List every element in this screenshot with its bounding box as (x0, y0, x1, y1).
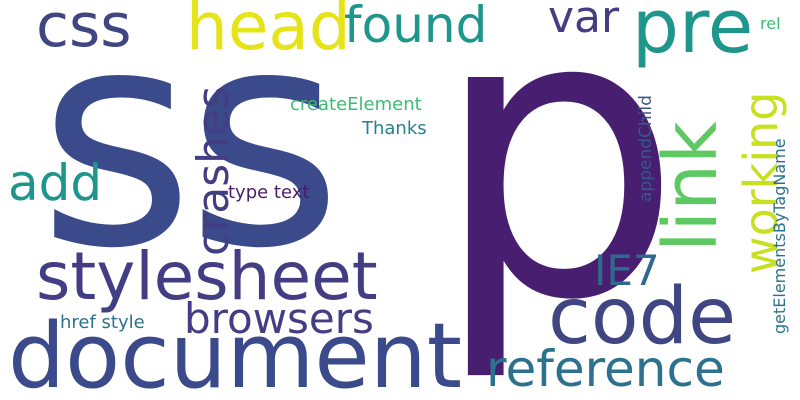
word-type-text: type text (228, 182, 310, 203)
word-ie7: IE7 (594, 246, 660, 295)
word-getelementsbytagname: getElementsByTagName (770, 138, 789, 334)
word-thanks: Thanks (362, 118, 427, 139)
word-document: document (8, 304, 463, 400)
word-rel: rel (760, 14, 781, 33)
word-css: css (36, 0, 132, 61)
word-createelement: createElement (290, 94, 422, 115)
word-appendchild: appendChild (636, 95, 656, 202)
word-browsers: browsers (184, 294, 374, 343)
word-p: p (432, 0, 683, 387)
word-stylesheet: stylesheet (36, 238, 378, 315)
word-pre: pre (632, 0, 754, 70)
word-head: head (186, 0, 351, 65)
word-ss: ss (38, 0, 343, 314)
word-link: link (648, 121, 734, 252)
word-var: var (548, 0, 620, 43)
word-code: code (548, 272, 737, 362)
word-add: add (8, 154, 103, 212)
word-found: found (344, 0, 488, 54)
word-reference: reference (486, 340, 725, 398)
word-crashes: crashes (188, 85, 239, 256)
word-href-style: href style (60, 312, 145, 333)
